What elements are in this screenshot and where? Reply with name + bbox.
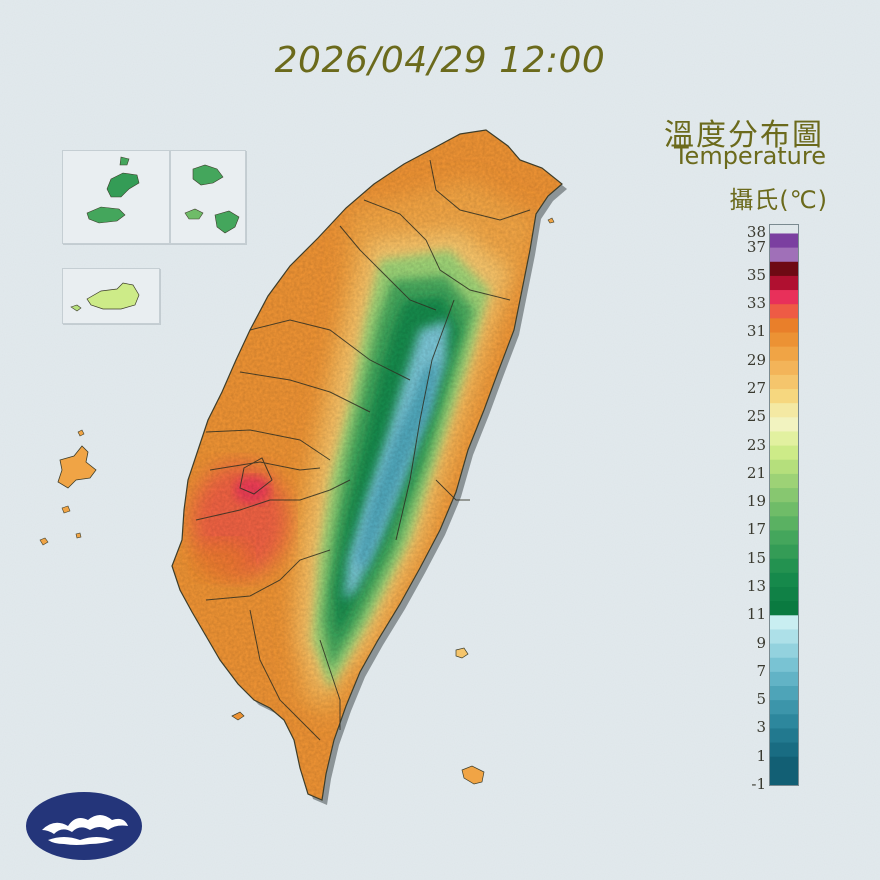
scale-label: 3 (756, 718, 766, 737)
temperature-field (172, 130, 562, 800)
scale-label: 21 (746, 463, 766, 482)
scale-swatch-36 (770, 742, 798, 758)
scale-label: 13 (746, 577, 766, 596)
scale-swatch-31 (770, 671, 798, 687)
matsu-islands-map-2 (184, 164, 240, 234)
scale-swatch-18 (770, 488, 798, 503)
kinmen-island-map (70, 282, 140, 312)
legend-unit: 攝氏(℃) (729, 186, 828, 214)
scale-label: 35 (746, 265, 766, 284)
scale-swatch-1 (770, 247, 798, 263)
scale-swatch-8 (770, 346, 798, 362)
scale-label: 31 (746, 322, 766, 341)
scale-label: 23 (746, 435, 766, 454)
scale-swatch-22 (770, 544, 798, 560)
scale-swatch-3 (770, 275, 798, 291)
scale-label: 19 (746, 492, 766, 511)
scale-swatch-15 (770, 445, 798, 461)
scale-swatch-7 (770, 332, 798, 348)
scale-label: -1 (751, 775, 766, 793)
scale-swatch-12 (770, 403, 798, 418)
green-island (455, 647, 469, 659)
guishan-island (547, 217, 555, 224)
scale-swatch-21 (770, 530, 798, 546)
scale-swatch-13 (770, 417, 798, 432)
scale-swatch-33 (770, 700, 798, 715)
map-timestamp: 2026/04/29 12:00 (274, 40, 606, 81)
scale-swatch-32 (770, 686, 798, 701)
scale-swatch-35 (770, 728, 798, 744)
scale-label: 29 (746, 350, 766, 369)
scale-label: 1 (756, 746, 766, 765)
scale-swatch-6 (770, 318, 798, 333)
scale-swatch-28 (770, 629, 798, 645)
scale-label: 5 (756, 690, 766, 709)
scale-label: 37 (746, 237, 766, 256)
matsu-islands-map (86, 156, 140, 224)
scale-label: 9 (756, 633, 766, 652)
scale-swatch-26 (770, 601, 798, 616)
scale-swatch-4 (770, 290, 798, 305)
orchid-island (461, 765, 485, 785)
scale-label: 25 (746, 407, 766, 426)
kinmen-island-inset (62, 268, 160, 324)
xiaoliuqiu-island (231, 711, 245, 721)
scale-swatch-0 (770, 233, 798, 249)
scale-label: 17 (746, 520, 766, 539)
scale-swatch-10 (770, 374, 798, 390)
scale-swatch-25 (770, 587, 798, 602)
scale-swatch-9 (770, 360, 798, 376)
scale-swatch-20 (770, 516, 798, 531)
scale-label: 27 (746, 379, 766, 398)
penghu-islands (39, 429, 97, 546)
scale-label: 15 (746, 548, 766, 567)
scale-swatch-23 (770, 558, 798, 574)
scale-swatch-14 (770, 431, 798, 447)
scale-swatch-16 (770, 459, 798, 475)
scale-swatch-5 (770, 304, 798, 319)
legend-title-english: Temperature (673, 142, 826, 170)
scale-swatch-30 (770, 657, 798, 673)
matsu-islands-inset (62, 150, 170, 244)
temperature-scale-labels: 38 37 35 33 31 29 27 25 23 21 19 17 15 13 11 9 7 5 3 1 -1 (718, 223, 766, 793)
scale-label: 11 (746, 605, 766, 624)
scale-label: 38 (746, 223, 766, 242)
scale-swatch-27 (770, 615, 798, 630)
temperature-color-scale (769, 224, 799, 786)
cwa-cloud-logo (26, 792, 142, 860)
scale-label: 7 (756, 661, 766, 680)
scale-swatch-34 (770, 714, 798, 729)
scale-swatch-19 (770, 502, 798, 517)
county-borders (195, 159, 531, 741)
legend-title-chinese: 溫度分布圖 (664, 118, 824, 153)
scale-swatch-37 (770, 756, 798, 785)
scale-swatch-2 (770, 261, 798, 277)
scale-swatch-29 (770, 643, 798, 659)
scale-label: 33 (746, 294, 766, 313)
matsu-islands-inset-2 (170, 150, 246, 244)
scale-swatch-17 (770, 473, 798, 489)
scale-swatch-11 (770, 389, 798, 404)
scale-swatch-24 (770, 572, 798, 588)
